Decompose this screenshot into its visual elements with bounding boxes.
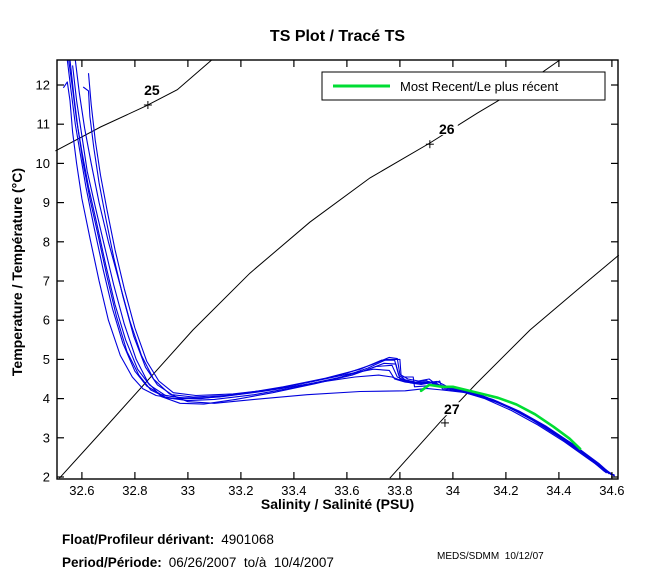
most-recent-line [419, 383, 582, 451]
y-tick-label: 2 [43, 470, 50, 485]
density-contour-labels: 25 26 27 [140, 82, 463, 427]
y-tick-label: 11 [37, 117, 51, 132]
float-value: 4901068 [221, 532, 274, 547]
y-tick-label: 6 [43, 313, 50, 328]
density-contour-label: 27 [444, 401, 460, 417]
period-value: 06/26/2007 to/à 10/4/2007 [168, 555, 334, 570]
density-contour-label: 26 [439, 121, 455, 137]
legend: Most Recent/Le plus récent [321, 71, 606, 101]
x-tick-label: 33.6 [334, 483, 359, 498]
profile-line-5 [82, 86, 607, 474]
float-label: Float/Profileur dérivant: [62, 532, 215, 547]
x-tick-label: 32.8 [122, 483, 147, 498]
y-tick-label: 4 [43, 391, 50, 406]
x-tick-label: 33.8 [387, 483, 412, 498]
y-tick-label: 5 [43, 352, 50, 367]
period-label: Period/Période: [62, 555, 162, 570]
footer-period-line: Period/Période: 06/26/2007 to/à 10/4/2007 [62, 555, 334, 570]
x-axis-label: Salinity / Salinité (PSU) [260, 496, 415, 512]
credit-text: MEDS/SDMM 10/12/07 [437, 551, 544, 562]
x-tick-label: 34.6 [599, 483, 624, 498]
contour-label-backing [440, 402, 463, 416]
profile-lines [62, 59, 615, 477]
y-tick-label: 9 [43, 195, 50, 210]
profile-line-6 [87, 73, 615, 477]
contour-label-backing [435, 121, 458, 135]
x-tick-label: 34 [446, 483, 460, 498]
axes-frame: 32.6 32.8 33 33.2 33.4 33.6 33.8 34 34.2 34.4 34.6… [36, 59, 625, 498]
x-tick-label: 34.4 [546, 483, 571, 498]
plot-title: TS Plot / Tracé TS [269, 28, 406, 45]
x-tick-label: 34.2 [493, 483, 518, 498]
profile-line-1 [62, 81, 613, 476]
plot-frame [56, 59, 619, 480]
x-tick-label: 33.2 [228, 483, 253, 498]
profile-line-7 [74, 59, 613, 476]
y-tick-label: 7 [43, 274, 50, 289]
x-tick-label: 33.4 [281, 483, 306, 498]
x-tick-label: 33 [181, 483, 195, 498]
density-contour-line-27 [389, 254, 620, 479]
x-tick-label: 32.6 [69, 483, 94, 498]
contour-label-backing [140, 83, 163, 97]
profile-line-8 [68, 59, 613, 476]
y-tick-label: 10 [36, 156, 50, 171]
legend-label: Most Recent/Le plus récent [400, 79, 559, 94]
density-contours [55, 59, 620, 479]
footer-float-line: Float/Profileur dérivant: 4901068 [62, 532, 274, 547]
y-tick-label: 8 [43, 234, 50, 249]
y-tick-label: 12 [36, 78, 50, 93]
y-tick-label: 3 [43, 430, 50, 445]
profile-line-4 [72, 65, 610, 475]
density-contour-line-26 [59, 59, 561, 479]
density-contour-label: 25 [144, 82, 160, 98]
